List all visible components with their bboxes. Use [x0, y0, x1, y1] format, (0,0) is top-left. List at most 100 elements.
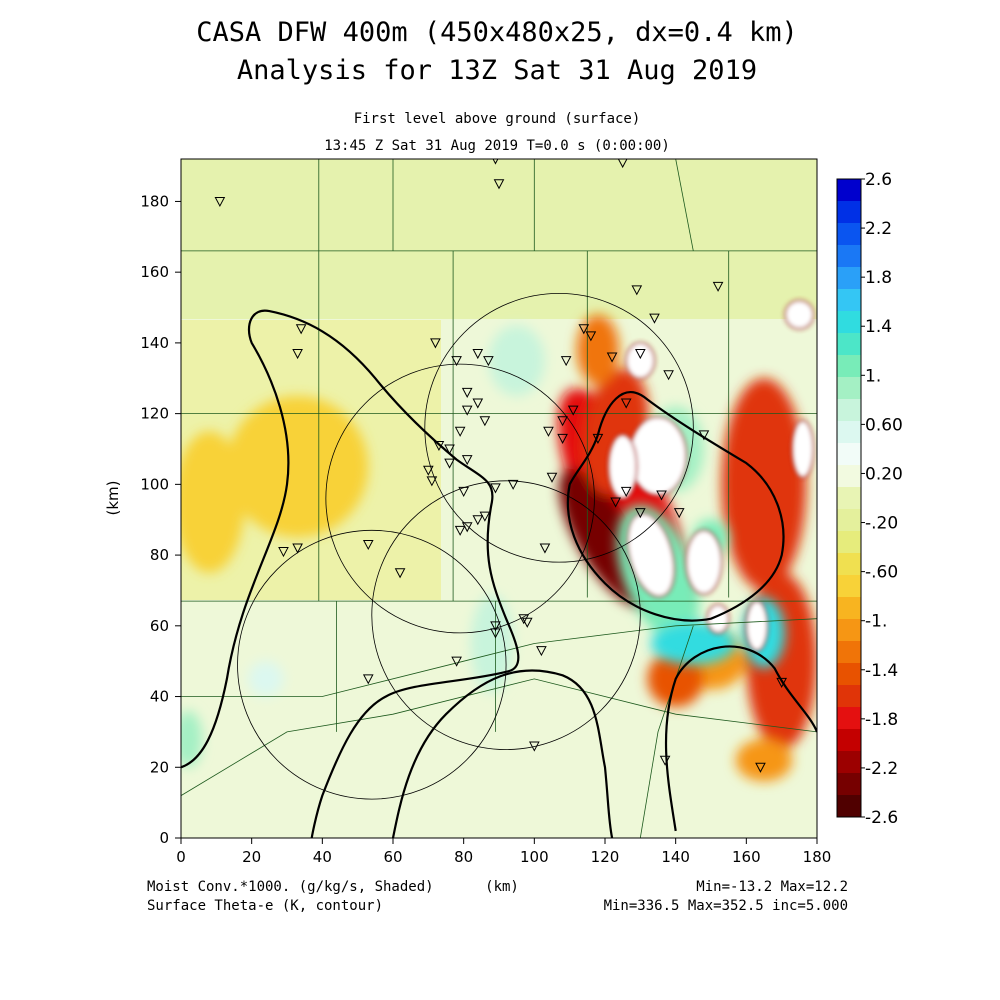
- y-tick-label: 180: [140, 192, 169, 210]
- colorbar-swatch: [837, 575, 861, 598]
- colorbar-label: -1.4: [865, 661, 898, 681]
- county-boundaries: [181, 159, 817, 838]
- footer-right-2: Min=336.5 Max=352.5 inc=5.000: [604, 898, 848, 914]
- colorbar-swatch: [837, 795, 861, 818]
- colorbar-label: 2.2: [865, 219, 892, 239]
- colorbar-swatch: [837, 641, 861, 664]
- y-tick-label: 160: [140, 263, 169, 281]
- y-tick-label: 80: [150, 546, 169, 564]
- colorbar-swatch: [837, 597, 861, 620]
- out-of-range-blob: [791, 419, 815, 479]
- y-tick-label: 100: [140, 475, 169, 493]
- radar-range-ring: [237, 529, 507, 800]
- plot-frame: [180, 158, 818, 839]
- station-marker: [620, 398, 632, 409]
- x-axis: 0 20 40 60 80 100 120 140 160 180: [176, 838, 831, 866]
- station-marker: [472, 515, 484, 526]
- station-marker: [606, 352, 618, 363]
- colorbar-swatch: [837, 487, 861, 510]
- colorbar-swatch: [837, 333, 861, 356]
- colorbar-swatch: [837, 179, 861, 202]
- y-tick-label: 140: [140, 334, 169, 352]
- station-marker: [214, 196, 226, 208]
- theta-e-contours: [181, 309, 817, 838]
- colorbar-label: 1.: [865, 366, 881, 386]
- county-line: [639, 625, 694, 838]
- station-marker: [712, 281, 724, 292]
- negative-convergence-blob: [735, 738, 793, 782]
- station-marker: [617, 159, 628, 169]
- out-of-range-layer: [607, 299, 815, 652]
- station-marker: [433, 440, 445, 452]
- station-marker: [610, 497, 621, 508]
- county-line: [675, 159, 694, 251]
- colorbar-label: -.20: [865, 514, 898, 534]
- x-tick-label: 140: [661, 848, 690, 866]
- station-marker: [444, 458, 455, 469]
- station-marker: [673, 508, 685, 519]
- station-marker: [755, 762, 766, 773]
- negative-convergence-blob: [181, 431, 245, 573]
- colorbar-swatch: [837, 707, 861, 730]
- station-marker: [490, 621, 501, 632]
- radar-range-ring: [325, 363, 595, 634]
- radar-range-ring: [371, 480, 641, 750]
- station-marker: [631, 285, 643, 296]
- colorbar-swatch: [837, 245, 861, 268]
- out-of-range-blob: [626, 512, 676, 598]
- station-marker: [479, 511, 491, 522]
- out-of-range-blob: [625, 341, 656, 380]
- station-marker: [362, 539, 374, 551]
- y-tick-label: 0: [159, 829, 169, 847]
- station-marker: [518, 614, 530, 625]
- station-marker: [560, 356, 572, 367]
- radar-range-rings: [237, 292, 694, 800]
- out-of-range-blob: [628, 416, 688, 496]
- station-marker: [578, 324, 590, 335]
- colorbar-swatch: [837, 465, 861, 488]
- station-marker: [426, 476, 438, 487]
- colorbar-swatch: [837, 421, 861, 444]
- station-marker: [543, 426, 554, 437]
- footer-right-1: Min=-13.2 Max=12.2: [696, 879, 848, 895]
- station-marker: [585, 331, 597, 342]
- x-tick-label: 40: [313, 848, 332, 866]
- colorbar-swatch: [837, 663, 861, 686]
- station-marker: [472, 349, 484, 360]
- colorbar-swatch: [837, 553, 861, 576]
- station-marker: [493, 179, 505, 190]
- x-tick-label: 80: [454, 848, 473, 866]
- station-marker: [461, 387, 473, 398]
- station-marker: [649, 313, 660, 324]
- x-tick-label: 0: [176, 848, 186, 866]
- colorbar-swatch: [837, 773, 861, 796]
- theta-e-contour: [181, 309, 520, 838]
- subtitle-line-1: First level above ground (surface): [354, 111, 641, 127]
- station-marker: [656, 490, 667, 501]
- station-marker: [423, 465, 434, 476]
- colorbar-swatch: [837, 751, 861, 774]
- station-marker: [557, 433, 568, 444]
- station-marker: [592, 433, 604, 444]
- colorbar-swatch: [837, 267, 861, 290]
- x-tick-label: 160: [732, 848, 761, 866]
- colorbar-swatch: [837, 311, 861, 334]
- colorbar-swatch: [837, 729, 861, 752]
- footer-x-label: (km): [485, 879, 519, 895]
- station-marker: [521, 617, 533, 628]
- station-markers: [214, 159, 787, 773]
- colorbar-swatch: [837, 201, 861, 224]
- colorbar-swatch: [837, 377, 861, 400]
- negative-convergence-blob: [226, 395, 369, 538]
- colorbar-frame: [836, 178, 862, 818]
- colorbar-label: -.60: [865, 563, 898, 583]
- colorbar-label: 0.60: [865, 415, 903, 435]
- station-marker: [394, 568, 406, 579]
- station-marker: [507, 479, 519, 490]
- x-tick-label: 180: [803, 848, 832, 866]
- station-marker: [620, 486, 632, 497]
- radar-range-ring: [424, 292, 694, 563]
- x-tick-label: 100: [520, 848, 549, 866]
- station-marker: [567, 405, 579, 416]
- colorbar-label: 0.20: [865, 464, 903, 484]
